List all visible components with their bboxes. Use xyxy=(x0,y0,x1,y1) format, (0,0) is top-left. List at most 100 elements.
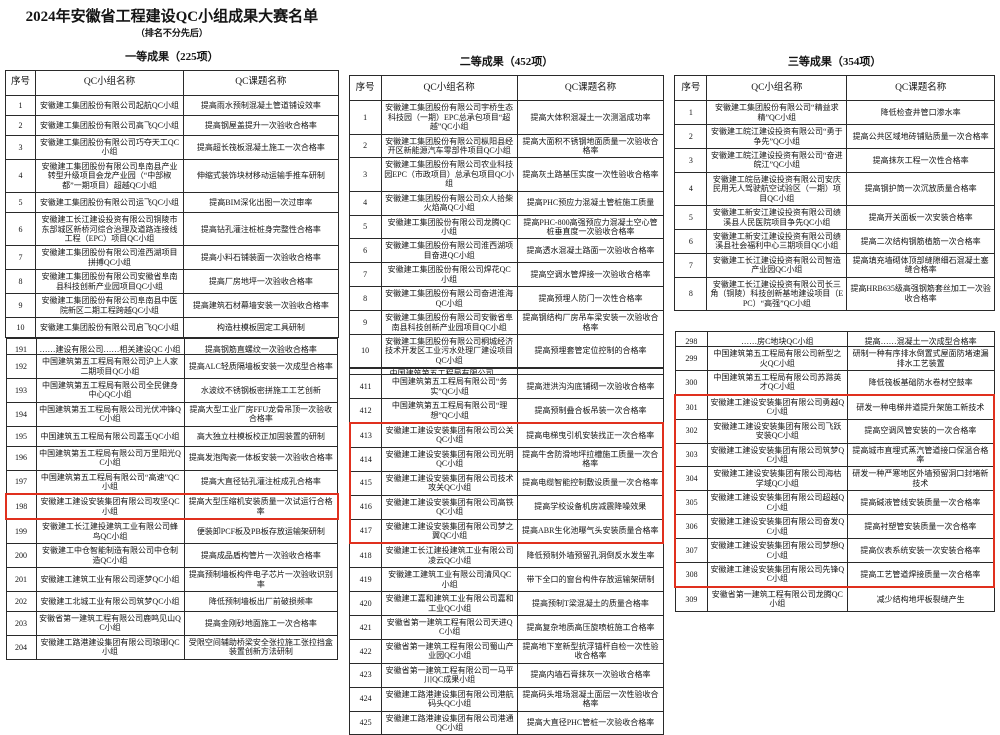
serial-cell: 423 xyxy=(349,662,383,688)
result-row: 192 中国建筑第五工程局有限公司沪上人家二期项目QC小组 提高ALC轻质隔墙板安装… xyxy=(5,354,339,379)
topic-name-cell: 提高大体积混凝土一次测温成功率 xyxy=(516,100,665,135)
topic-name-cell: 提高复杂地质高压旋喷桩施工合格率 xyxy=(517,615,664,640)
group-name-cell: 安徽省第一建筑工程有限公司一马平川QC成果小组 xyxy=(381,662,519,688)
serial-cell: 301 xyxy=(674,393,708,420)
result-row: 9 安徽建工集团股份有限公司阜南县中医院新区二期工程跨越QC小组 提高建筑石材幕墙安… xyxy=(5,293,339,319)
result-row: 423 安徽省第一建筑工程有限公司一马平川QC成果小组 提高内墙石膏抹灰一次验收合格… xyxy=(349,662,664,688)
topic-name-cell: 提高碱液管线安装质量一次合格率 xyxy=(846,490,995,516)
serial-cell: 4 xyxy=(5,158,36,194)
result-row: 304 安徽建工建设安装集团有限公司海枯学域QC小组 研发一种严寒地区外墙预留洞口封… xyxy=(674,466,995,492)
topic-name-cell: 提高ALC轻质隔墙板安装一次成型合格率 xyxy=(183,354,339,379)
group-name-cell: 安徽建工路港建设集团有限公司琅琊QC小组 xyxy=(35,634,185,660)
column-first-prize: 2024年安徽省工程建设QC小组成果大赛名单 （排名不分先后） 一等成果（225… xyxy=(5,0,339,735)
result-row: 303 安徽建工建设安装集团有限公司筑梦QC小组 提高城市直埋式蒸汽管道接口保温合格… xyxy=(674,442,995,468)
result-row: 193 中国建筑第五工程局有限公司全民健身中心QC小组 水波纹不锈钢板密拼施工工艺创… xyxy=(5,377,339,403)
header-row: 序号 QC小组名称 QC课题名称 xyxy=(674,75,995,102)
serial-cell: 199 xyxy=(5,518,37,545)
serial-cell: 3 xyxy=(5,134,36,160)
result-row: 415 安徽建工建设安装集团有限公司技术攻关QC小组 提高电缆智能控制敷设质量一次合… xyxy=(348,470,665,496)
result-row: 5 安徽建工新安江建设投资有限公司绩溪县人民医院项目争先QC小组 提高开关面板一次安… xyxy=(674,205,995,230)
result-row: 2 安徽建工集团股份有限公司枞阳县经开区新能源汽车零部件项目QC小组 提高大面积不锈… xyxy=(348,133,665,159)
result-row: 6 安徽建工长江建设投资有限公司铜陵市东部城区新桥河综合治理及道路连接线工程（EP… xyxy=(5,212,339,247)
serial-cell: 1 xyxy=(348,100,382,135)
serial-cell: 420 xyxy=(349,591,383,616)
topic-name-cell: 高大独立柱模板校正加固装置的研制 xyxy=(183,425,339,447)
result-row: 5 安徽建工集团股份有限公司运飞QC小组 提高BIM深化出图一次过审率 xyxy=(5,192,339,214)
group-name-cell: 安徽建工集团股份有限公司枞阳县经开区新能源汽车零部件项目QC小组 xyxy=(380,133,518,159)
result-row: 417 安徽建工建设安装集团有限公司梦之翼QC小组 提高ABR生化池曝气头安装质量合… xyxy=(348,518,665,545)
serial-cell: 193 xyxy=(5,377,37,403)
topic-name-cell: 提高大型压缩机安装质量一次试运行合格率 xyxy=(183,493,339,521)
topic-name-cell: 构造柱模板固定工具研制 xyxy=(183,317,339,339)
group-name-cell: ……房C地块QC小组 xyxy=(706,331,848,348)
topic-name-cell: 伸缩式装饰块材移动运输手推车研制 xyxy=(183,158,339,194)
award-table-section: 298 ……房C地块QC小组 提高……混凝土一次成型合格率 299 中国建筑第五工程局有… xyxy=(674,331,995,612)
award-table-section: 序号 QC小组名称 QC课题名称 1 安徽建工集团股份有限公司“精益求精”QC小组 降低检… xyxy=(674,75,995,312)
topic-name-cell: 提高学校设备机房减震降噪效果 xyxy=(517,494,665,520)
third-prize-table-container: 序号 QC小组名称 QC课题名称 1 安徽建工集团股份有限公司“精益求精”QC小组 降低检… xyxy=(674,75,995,612)
topic-name-cell: 提高金刚砂地面施工一次合格率 xyxy=(183,610,339,636)
topic-name-cell: 提高预制T梁混凝土的质量合格率 xyxy=(517,591,664,616)
topic-name-cell: 水波纹不锈钢板密拼施工工艺创新 xyxy=(183,377,339,403)
result-row: 204 安徽建工路港建设集团有限公司琅琊QC小组 受限空间辅助桥梁安全张拉施工张拉挡… xyxy=(5,634,339,660)
result-row: 299 中国建筑第五工程局有限公司新型之火QC小组 研制一种有序排水倒置式屋面防堵速… xyxy=(674,346,995,371)
serial-cell: 5 xyxy=(674,205,708,230)
topic-name-cell: 提高ABR生化池曝气头安装质量合格率 xyxy=(517,518,665,545)
result-row: 1 安徽建工集团股份有限公司“精益求精”QC小组 降低检查井管口渗水率 xyxy=(674,100,995,126)
group-name-cell: 中国建筑第五工程局有限公司全民健身中心QC小组 xyxy=(35,377,185,403)
topic-name-cell: 提高电梯曳引机安装找正一次合格率 xyxy=(517,421,665,448)
group-name-cell: 安徽建工集团股份有限公司运飞QC小组 xyxy=(35,192,184,214)
result-row: 305 安徽建工建设安装集团有限公司超越QC小组 提高碱液管线安装质量一次合格率 xyxy=(674,490,995,516)
topic-name-cell: 提高钢护筒一次沉放质量合格率 xyxy=(846,171,995,207)
serial-cell: 9 xyxy=(348,310,382,335)
topic-name-cell: 提高雨水预制混凝土管道铺设效率 xyxy=(183,94,339,116)
topic-name-cell: 提高工艺管道焊接质量一次合格率 xyxy=(846,561,995,588)
award-table-section: 中国建筑第五工程局有限公司…… 411 中国建筑第五工程局有限公司“务实”QC小组提… xyxy=(348,368,665,735)
serial-cell: 417 xyxy=(348,518,383,545)
serial-cell: 203 xyxy=(5,610,37,636)
result-row: 199 安徽建工长江建投建筑工业有限公司蜂鸟QC小组 便装卸PCF板及PB板存放运输… xyxy=(5,518,339,545)
topic-name-cell xyxy=(517,368,664,376)
header-row: 序号 QC小组名称 QC课题名称 xyxy=(348,75,665,102)
result-row: 191 ……建设有限公司……相关建设QC 小组 提高钢筋直螺纹一次验收合格率 xyxy=(5,338,339,356)
group-name-cell: 安徽建工长江建设投资有限公司铜陵市东部城区新桥河综合治理及道路连接线工程（EPC… xyxy=(35,212,184,247)
result-row: 10 安徽建工集团股份有限公司桐城经济技术开发区工业污水处理厂建设项目QC小组 提高… xyxy=(348,333,665,369)
serial-cell: 298 xyxy=(674,331,708,348)
group-name-cell: 安徽建工建设安装集团有限公司奋发QC小组 xyxy=(706,514,848,540)
group-name-cell: 中国建筑五工程局有限公司嘉玉QC小组 xyxy=(35,425,185,447)
serial-cell: 425 xyxy=(349,710,383,735)
group-name-cell: 安徽省第一建筑工程有限公司龙腾QC小组 xyxy=(706,586,848,612)
award-table-section: 191 ……建设有限公司……相关建设QC 小组 提高钢筋直螺纹一次验收合格率 192 中… xyxy=(5,338,339,660)
group-name-cell: 安徽建工建筑工业有限公司清风QC小组 xyxy=(381,567,519,593)
group-name-cell: 安徽建工建设安装集团有限公司攻坚QC小组 xyxy=(35,493,185,521)
topic-name-cell: 提高BIM深化出图一次过审率 xyxy=(183,192,339,214)
topic-name-cell: 提高城市直埋式蒸汽管道接口保温合格率 xyxy=(846,442,995,468)
result-row: 424 安徽建工路港建设集团有限公司港航码头QC小组 提高码头堆场混凝土面层一次性验… xyxy=(349,686,664,712)
topic-name-cell: 降低检查井管口渗水率 xyxy=(846,100,995,126)
group-name-cell: 安徽建工建设安装集团有限公司光明QC小组 xyxy=(381,446,519,472)
group-name-cell: 安徽建工皖岳建设投资有限公司安庆民用无人驾驶航空试验区（一期）项目QC小组 xyxy=(706,171,848,207)
result-row: 412 中国建筑第五工程局有限公司“理想”QC小组 提高预制叠合板吊装一次合格率 xyxy=(349,398,664,424)
topic-name-cell: 提高大直径PHC管桩一次验收合格率 xyxy=(517,710,664,735)
serial-cell: 309 xyxy=(674,586,708,612)
serial-cell: 5 xyxy=(348,214,382,240)
topic-name-cell: 提高电缆智能控制敷设质量一次合格率 xyxy=(517,470,665,496)
result-row: 8 安徽建工集团股份有限公司奋进淮海QC小组 提高预埋人防门一次性合格率 xyxy=(348,286,665,312)
serial-cell: 1 xyxy=(5,94,36,116)
serial-cell: 416 xyxy=(348,494,383,520)
topic-name-cell: 研发一种电梯井道提升架施工新技术 xyxy=(846,393,995,420)
serial-cell: 419 xyxy=(349,567,383,593)
header-row: 序号 QC小组名称 QC课题名称 xyxy=(5,69,339,96)
column-header: QC课题名称 xyxy=(516,75,665,102)
group-name-cell: 中国建筑第五工程局有限公司…… xyxy=(381,368,519,376)
serial-cell: 196 xyxy=(5,445,37,471)
topic-name-cell: 带下全口的窗台构件存放运输架研制 xyxy=(517,567,664,593)
topic-name-cell: 提高HRB635级高强钢筋套丝加工一次验收合格率 xyxy=(846,276,995,312)
column-header: 序号 xyxy=(5,69,36,96)
group-name-cell: 安徽建工建设安装集团有限公司梦之翼QC小组 xyxy=(381,518,519,545)
serial-cell: 7 xyxy=(348,262,382,288)
result-row: 197 中国建筑第五工程局有限公司“高速”QC小组 提高大直径钻孔灌注桩成孔合格率 xyxy=(5,469,339,495)
result-row: 300 中国建筑第五工程局有限公司苏滁英才QC小组 降低筏板基础防水卷材空鼓率 xyxy=(674,369,995,396)
result-row: 307 安徽建工建设安装集团有限公司梦想QC小组 提高仪表系统安装一次安装合格率 xyxy=(674,538,995,563)
topic-name-cell: 提高衬塑管安装质量一次合格率 xyxy=(846,514,995,540)
